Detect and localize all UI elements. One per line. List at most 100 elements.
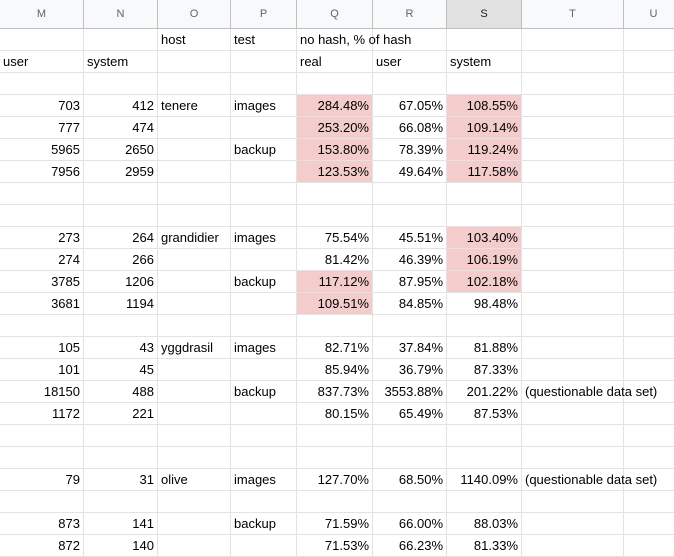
cell-t[interactable]	[522, 491, 624, 513]
cell-u[interactable]	[624, 139, 674, 161]
cell-t[interactable]	[522, 513, 624, 535]
cell-o[interactable]	[158, 249, 231, 271]
cell-t[interactable]	[522, 271, 624, 293]
cell-m[interactable]: user	[0, 51, 84, 73]
cell-p[interactable]	[231, 535, 297, 557]
cell-o[interactable]	[158, 51, 231, 73]
cell-p[interactable]: images	[231, 337, 297, 359]
cell-m[interactable]: 873	[0, 513, 84, 535]
cell-r[interactable]	[373, 491, 447, 513]
cell-n[interactable]	[84, 29, 158, 51]
cell-o[interactable]	[158, 271, 231, 293]
cell-p[interactable]	[231, 117, 297, 139]
cell-s[interactable]	[447, 29, 522, 51]
cell-p[interactable]	[231, 249, 297, 271]
cell-o[interactable]	[158, 513, 231, 535]
cell-m[interactable]: 274	[0, 249, 84, 271]
cell-s[interactable]: system	[447, 51, 522, 73]
cell-s[interactable]: 103.40%	[447, 227, 522, 249]
cell-t[interactable]	[522, 447, 624, 469]
cell-m[interactable]	[0, 29, 84, 51]
column-header-n[interactable]: N	[84, 0, 158, 28]
cell-n[interactable]	[84, 205, 158, 227]
cell-t[interactable]	[522, 315, 624, 337]
cell-q[interactable]: no hash, % of hash	[297, 29, 411, 51]
cell-n[interactable]: system	[84, 51, 158, 73]
cell-o[interactable]	[158, 359, 231, 381]
cell-q[interactable]	[297, 205, 373, 227]
cell-u[interactable]	[624, 271, 674, 293]
cell-o[interactable]	[158, 73, 231, 95]
cell-m[interactable]: 777	[0, 117, 84, 139]
cell-p[interactable]	[231, 491, 297, 513]
cell-r[interactable]: 84.85%	[373, 293, 447, 315]
cell-r[interactable]	[373, 315, 447, 337]
cell-s[interactable]: 119.24%	[447, 139, 522, 161]
cell-u[interactable]	[624, 403, 674, 425]
cell-o[interactable]: host	[158, 29, 231, 51]
cell-r[interactable]: 66.23%	[373, 535, 447, 557]
cell-q[interactable]: 81.42%	[297, 249, 373, 271]
cell-u[interactable]	[624, 117, 674, 139]
cell-p[interactable]	[231, 425, 297, 447]
cell-m[interactable]: 703	[0, 95, 84, 117]
cell-s[interactable]	[447, 205, 522, 227]
cell-u[interactable]	[624, 293, 674, 315]
cell-n[interactable]: 31	[84, 469, 158, 491]
cell-t[interactable]	[522, 337, 624, 359]
cell-n[interactable]: 412	[84, 95, 158, 117]
cell-u[interactable]	[624, 491, 674, 513]
cell-q[interactable]	[297, 491, 373, 513]
cell-t[interactable]	[522, 73, 624, 95]
cell-q[interactable]: 837.73%	[297, 381, 373, 403]
cell-s[interactable]: 81.88%	[447, 337, 522, 359]
cell-q[interactable]: 80.15%	[297, 403, 373, 425]
cell-u[interactable]	[624, 447, 674, 469]
cell-m[interactable]: 5965	[0, 139, 84, 161]
cell-o[interactable]: yggdrasil	[158, 337, 231, 359]
cell-q[interactable]	[297, 183, 373, 205]
cell-u[interactable]	[624, 337, 674, 359]
cell-p[interactable]	[231, 359, 297, 381]
column-header-u[interactable]: U	[624, 0, 674, 28]
cell-r[interactable]: 37.84%	[373, 337, 447, 359]
cell-r[interactable]: user	[373, 51, 447, 73]
cell-n[interactable]: 2650	[84, 139, 158, 161]
cell-s[interactable]: 109.14%	[447, 117, 522, 139]
cell-p[interactable]: images	[231, 227, 297, 249]
cell-m[interactable]: 3785	[0, 271, 84, 293]
cell-n[interactable]: 1206	[84, 271, 158, 293]
cell-s[interactable]: 106.19%	[447, 249, 522, 271]
cell-u[interactable]	[624, 425, 674, 447]
cell-u[interactable]	[624, 315, 674, 337]
cell-s[interactable]: 102.18%	[447, 271, 522, 293]
cell-n[interactable]: 43	[84, 337, 158, 359]
cell-s[interactable]: 87.53%	[447, 403, 522, 425]
cell-o[interactable]	[158, 205, 231, 227]
cell-s[interactable]	[447, 315, 522, 337]
cell-p[interactable]: backup	[231, 513, 297, 535]
cell-o[interactable]	[158, 117, 231, 139]
cell-u[interactable]	[624, 513, 674, 535]
cell-q[interactable]: 85.94%	[297, 359, 373, 381]
cell-t[interactable]	[522, 403, 624, 425]
cell-r[interactable]: 66.00%	[373, 513, 447, 535]
cell-t[interactable]: (questionable data set)	[522, 469, 657, 491]
cell-s[interactable]	[447, 447, 522, 469]
cell-o[interactable]: olive	[158, 469, 231, 491]
cell-n[interactable]: 488	[84, 381, 158, 403]
cell-q[interactable]: 75.54%	[297, 227, 373, 249]
cell-r[interactable]	[373, 73, 447, 95]
cell-q[interactable]: 253.20%	[297, 117, 373, 139]
cell-p[interactable]	[231, 315, 297, 337]
cell-o[interactable]	[158, 491, 231, 513]
cell-t[interactable]	[522, 205, 624, 227]
cell-m[interactable]	[0, 491, 84, 513]
cell-o[interactable]	[158, 183, 231, 205]
cell-q[interactable]: 127.70%	[297, 469, 373, 491]
cell-u[interactable]	[624, 227, 674, 249]
column-header-s[interactable]: S	[447, 0, 522, 28]
cell-n[interactable]	[84, 425, 158, 447]
cell-o[interactable]	[158, 293, 231, 315]
cell-r[interactable]: 45.51%	[373, 227, 447, 249]
